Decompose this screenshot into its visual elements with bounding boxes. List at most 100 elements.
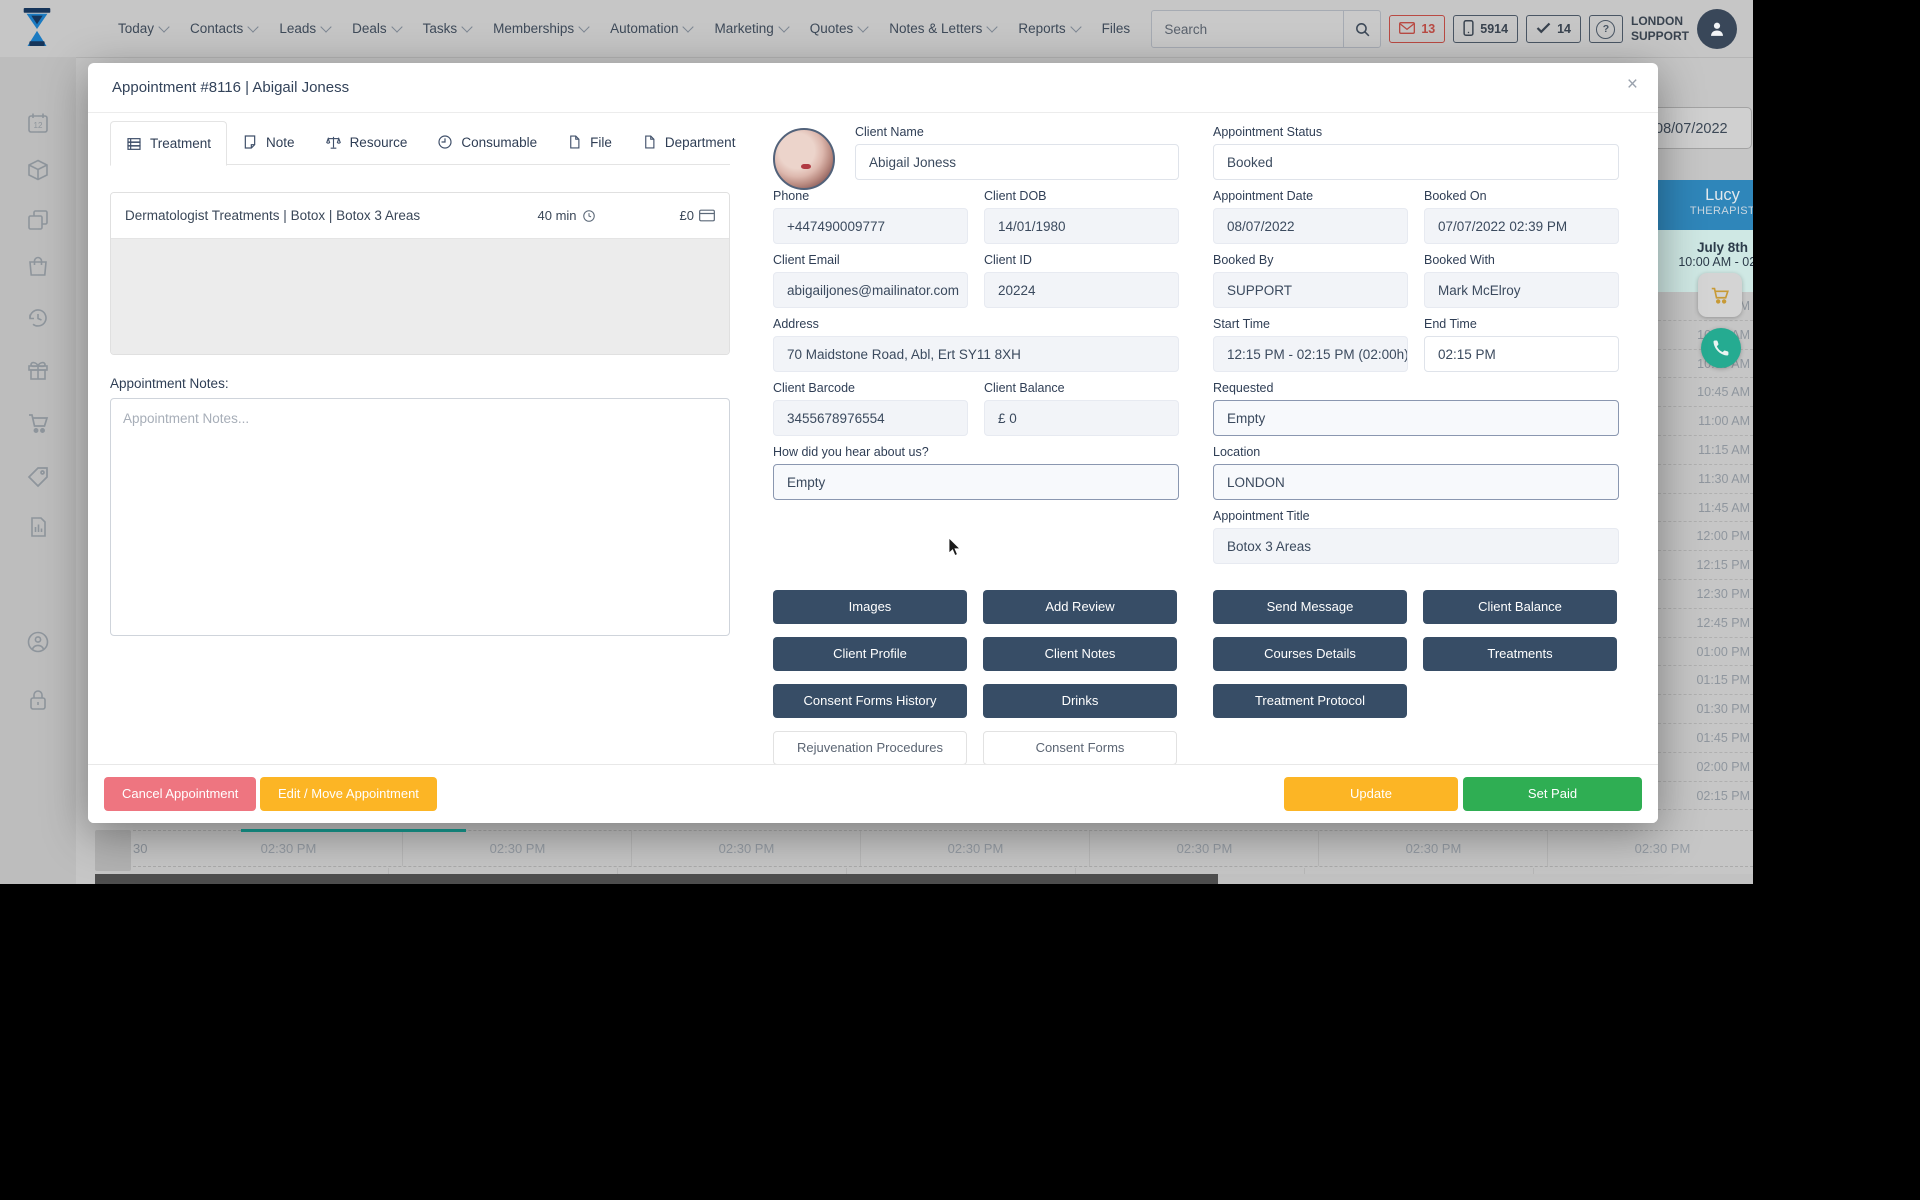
- action-button[interactable]: Treatments: [1423, 637, 1617, 671]
- calendar-cell[interactable]: 02:30 PM: [1090, 831, 1320, 866]
- client-name-field[interactable]: Abigail Joness: [855, 144, 1179, 180]
- shop-bag-icon[interactable]: [26, 255, 50, 284]
- vertical-scrollbar-stub[interactable]: [95, 830, 131, 871]
- action-button[interactable]: Drinks: [983, 684, 1177, 718]
- time-slot[interactable]: 02:15 PM: [1658, 782, 1753, 811]
- tab-consumable[interactable]: Consumable: [422, 120, 552, 164]
- time-slot[interactable]: 11:00 AM: [1658, 407, 1753, 436]
- nav-item[interactable]: Deals: [352, 20, 403, 36]
- history-icon[interactable]: [26, 306, 50, 335]
- calendar-icon[interactable]: 12: [26, 111, 50, 140]
- tab-note[interactable]: Note: [227, 120, 310, 164]
- products-cube-icon[interactable]: [26, 158, 50, 187]
- treatment-row[interactable]: Dermatologist Treatments | Botox | Botox…: [111, 193, 729, 239]
- hear-about-select[interactable]: Empty: [773, 464, 1179, 500]
- tab-resource[interactable]: Resource: [310, 120, 423, 164]
- client-barcode-field[interactable]: 3455678976554: [773, 400, 968, 436]
- nav-item[interactable]: Today: [118, 20, 170, 36]
- end-time-field[interactable]: 02:15 PM: [1424, 336, 1619, 372]
- time-slot[interactable]: 10:45 AM: [1658, 378, 1753, 408]
- calendar-cell[interactable]: 02:30 PM: [632, 831, 862, 866]
- time-slot[interactable]: 01:45 PM: [1658, 724, 1753, 753]
- horizontal-scrollbar-track[interactable]: [95, 874, 1753, 884]
- cart-icon[interactable]: [26, 411, 50, 440]
- nav-item[interactable]: Memberships: [493, 20, 590, 36]
- client-email-field[interactable]: abigailjones@mailinator.com: [773, 272, 968, 308]
- time-slot[interactable]: 11:15 AM: [1658, 436, 1753, 465]
- start-time-field[interactable]: 12:15 PM - 02:15 PM (02:00h): [1213, 336, 1408, 372]
- requested-select[interactable]: Empty: [1213, 400, 1619, 436]
- time-slot[interactable]: 12:30 PM: [1658, 580, 1753, 609]
- update-button[interactable]: Update: [1284, 777, 1458, 811]
- client-balance-field[interactable]: £ 0: [984, 400, 1179, 436]
- booked-by-field[interactable]: SUPPORT: [1213, 272, 1408, 308]
- set-paid-button[interactable]: Set Paid: [1463, 777, 1642, 811]
- action-button[interactable]: Client Balance: [1423, 590, 1617, 624]
- search-icon[interactable]: [1343, 11, 1380, 47]
- action-button[interactable]: Client Notes: [983, 637, 1177, 671]
- tab-file[interactable]: File: [552, 120, 627, 164]
- profile-avatar[interactable]: [1697, 9, 1737, 49]
- sms-badge[interactable]: 5914: [1453, 15, 1519, 43]
- address-field[interactable]: 70 Maidstone Road, Abl, Ert SY11 8XH: [773, 336, 1179, 372]
- report-icon[interactable]: [26, 515, 50, 544]
- action-button[interactable]: Send Message: [1213, 590, 1407, 624]
- client-photo[interactable]: [773, 128, 835, 190]
- time-slot[interactable]: 02:00 PM: [1658, 753, 1753, 782]
- client-id-field[interactable]: 20224: [984, 272, 1179, 308]
- phone-floating-button[interactable]: [1701, 328, 1741, 368]
- time-slot[interactable]: 01:30 PM: [1658, 695, 1753, 724]
- appointment-title-field[interactable]: Botox 3 Areas: [1213, 528, 1619, 564]
- calendar-cell[interactable]: 02:30 PM: [1548, 831, 1753, 866]
- horizontal-scrollbar-thumb[interactable]: [95, 874, 1218, 884]
- action-button-light[interactable]: Rejuvenation Procedures: [773, 731, 967, 765]
- calendar-cell[interactable]: 02:30 PM: [1319, 831, 1549, 866]
- cancel-appointment-button[interactable]: Cancel Appointment: [104, 777, 257, 811]
- action-button[interactable]: Client Profile: [773, 637, 967, 671]
- appointment-status-select[interactable]: Booked: [1213, 144, 1619, 180]
- tab-department[interactable]: Department: [627, 120, 751, 164]
- location-select[interactable]: LONDON: [1213, 464, 1619, 500]
- calendar-cell[interactable]: 02:30 PM: [174, 831, 404, 866]
- search-input[interactable]: [1152, 11, 1344, 47]
- duplicate-icon[interactable]: [26, 208, 50, 237]
- tab-treatment[interactable]: Treatment: [110, 121, 228, 166]
- action-button[interactable]: Courses Details: [1213, 637, 1407, 671]
- action-button[interactable]: Add Review: [983, 590, 1177, 624]
- edit-move-appointment-button[interactable]: Edit / Move Appointment: [260, 777, 437, 811]
- action-button[interactable]: Consent Forms History: [773, 684, 967, 718]
- time-slot[interactable]: 01:00 PM: [1658, 638, 1753, 667]
- tag-icon[interactable]: [26, 465, 50, 494]
- calendar-cell[interactable]: 02:30 PM: [403, 831, 633, 866]
- nav-item[interactable]: Contacts: [190, 20, 259, 36]
- nav-item[interactable]: Files: [1102, 21, 1131, 36]
- gift-icon[interactable]: [26, 358, 50, 387]
- nav-item[interactable]: Reports: [1018, 20, 1082, 36]
- nav-item[interactable]: Tasks: [423, 20, 473, 36]
- time-slot[interactable]: 12:00 PM: [1658, 522, 1753, 552]
- booked-with-field[interactable]: Mark McElroy: [1424, 272, 1619, 308]
- appointment-notes-textarea[interactable]: [110, 398, 730, 636]
- help-button[interactable]: ?: [1588, 15, 1623, 43]
- time-slot[interactable]: 01:15 PM: [1658, 666, 1753, 696]
- action-button[interactable]: Treatment Protocol: [1213, 684, 1407, 718]
- action-button-light[interactable]: Consent Forms: [983, 731, 1177, 765]
- lock-icon[interactable]: [26, 688, 50, 717]
- app-logo-hourglass-icon[interactable]: [18, 7, 56, 49]
- booked-on-field[interactable]: 07/07/2022 02:39 PM: [1424, 208, 1619, 244]
- time-slot[interactable]: 11:45 AM: [1658, 494, 1753, 523]
- account-icon[interactable]: [26, 630, 50, 659]
- nav-item[interactable]: Notes & Letters: [889, 20, 998, 36]
- cart-floating-button[interactable]: [1698, 273, 1742, 317]
- phone-field[interactable]: +447490009777: [773, 208, 968, 244]
- appointment-date-field[interactable]: 08/07/2022: [1213, 208, 1408, 244]
- action-button[interactable]: Images: [773, 590, 967, 624]
- time-slot[interactable]: 12:45 PM: [1658, 609, 1753, 638]
- nav-item[interactable]: Leads: [279, 20, 332, 36]
- client-dob-field[interactable]: 14/01/1980: [984, 208, 1179, 244]
- nav-item[interactable]: Quotes: [810, 20, 869, 36]
- tasks-badge[interactable]: 14: [1526, 15, 1581, 43]
- nav-item[interactable]: Automation: [610, 20, 695, 36]
- calendar-date-input[interactable]: 08/07/2022: [1640, 107, 1752, 149]
- time-slot[interactable]: 11:30 AM: [1658, 465, 1753, 494]
